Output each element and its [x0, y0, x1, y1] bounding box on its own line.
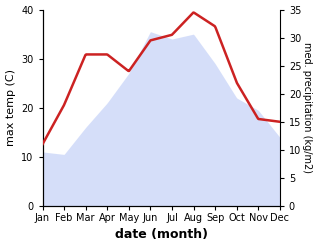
Y-axis label: max temp (C): max temp (C) [5, 69, 16, 146]
X-axis label: date (month): date (month) [115, 228, 208, 242]
Y-axis label: med. precipitation (kg/m2): med. precipitation (kg/m2) [302, 42, 313, 173]
